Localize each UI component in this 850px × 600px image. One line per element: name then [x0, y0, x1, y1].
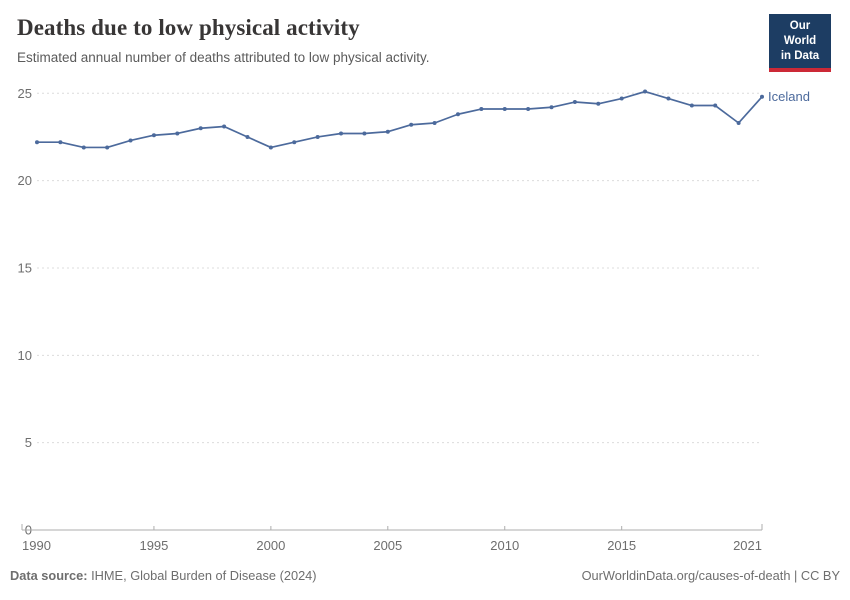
y-gridlines: [37, 92, 762, 444]
data-point: [315, 134, 320, 139]
svg-text:15: 15: [18, 260, 32, 275]
svg-text:25: 25: [18, 86, 32, 101]
data-point: [222, 124, 227, 129]
data-point: [268, 145, 273, 150]
data-point: [643, 89, 648, 94]
data-point: [409, 122, 414, 127]
data-point: [198, 126, 203, 131]
series-line-iceland: [36, 90, 763, 149]
svg-text:5: 5: [25, 435, 32, 450]
svg-text:2010: 2010: [490, 538, 519, 553]
data-point: [339, 131, 344, 136]
data-source-text: IHME, Global Burden of Disease (2024): [87, 568, 317, 583]
data-point: [175, 131, 180, 136]
svg-text:10: 10: [18, 348, 32, 363]
data-point: [572, 100, 577, 105]
data-point: [81, 145, 86, 150]
data-point: [292, 140, 297, 145]
chart-subtitle: Estimated annual number of deaths attrib…: [17, 49, 430, 65]
data-point: [479, 107, 484, 112]
data-point: [596, 101, 601, 106]
series-label-iceland[interactable]: Iceland: [768, 89, 810, 104]
data-point: [128, 138, 133, 143]
x-axis-labels: 1990 1995 2000 2005 2010 2015 2021: [22, 538, 762, 553]
data-point: [105, 145, 110, 150]
svg-text:2021: 2021: [733, 538, 762, 553]
series-iceland: Iceland: [35, 89, 810, 150]
svg-text:20: 20: [18, 173, 32, 188]
data-point: [502, 107, 507, 112]
data-point: [760, 94, 764, 99]
data-point: [689, 103, 694, 108]
license-credit-link[interactable]: OurWorldinData.org/causes-of-death | CC …: [581, 568, 840, 583]
chart-header: Deaths due to low physical activity Esti…: [17, 14, 760, 66]
chart-title: Deaths due to low physical activity: [17, 15, 360, 40]
svg-text:2005: 2005: [373, 538, 402, 553]
svg-text:2015: 2015: [607, 538, 636, 553]
data-point: [35, 140, 39, 145]
data-point: [455, 112, 460, 117]
svg-text:1995: 1995: [139, 538, 168, 553]
data-point: [736, 120, 741, 125]
data-point: [619, 96, 624, 101]
data-point: [666, 96, 671, 101]
data-point: [385, 129, 390, 134]
data-point: [362, 131, 367, 136]
svg-text:2000: 2000: [256, 538, 285, 553]
data-point: [526, 107, 531, 112]
owid-logo-line2: in Data: [780, 49, 820, 62]
data-source: Data source: IHME, Global Burden of Dise…: [10, 568, 317, 583]
x-axis: [21, 524, 763, 530]
data-point: [549, 105, 554, 110]
data-point: [432, 120, 437, 125]
data-source-label: Data source:: [10, 568, 88, 583]
owid-logo-line1: Our World: [783, 20, 817, 47]
data-point: [713, 103, 718, 108]
svg-text:1990: 1990: [22, 538, 51, 553]
data-point: [245, 134, 250, 139]
data-point: [58, 140, 63, 145]
chart-footer: Data source: IHME, Global Burden of Dise…: [10, 568, 840, 583]
data-point: [151, 133, 156, 138]
owid-logo: Our World in Data: [769, 14, 831, 72]
